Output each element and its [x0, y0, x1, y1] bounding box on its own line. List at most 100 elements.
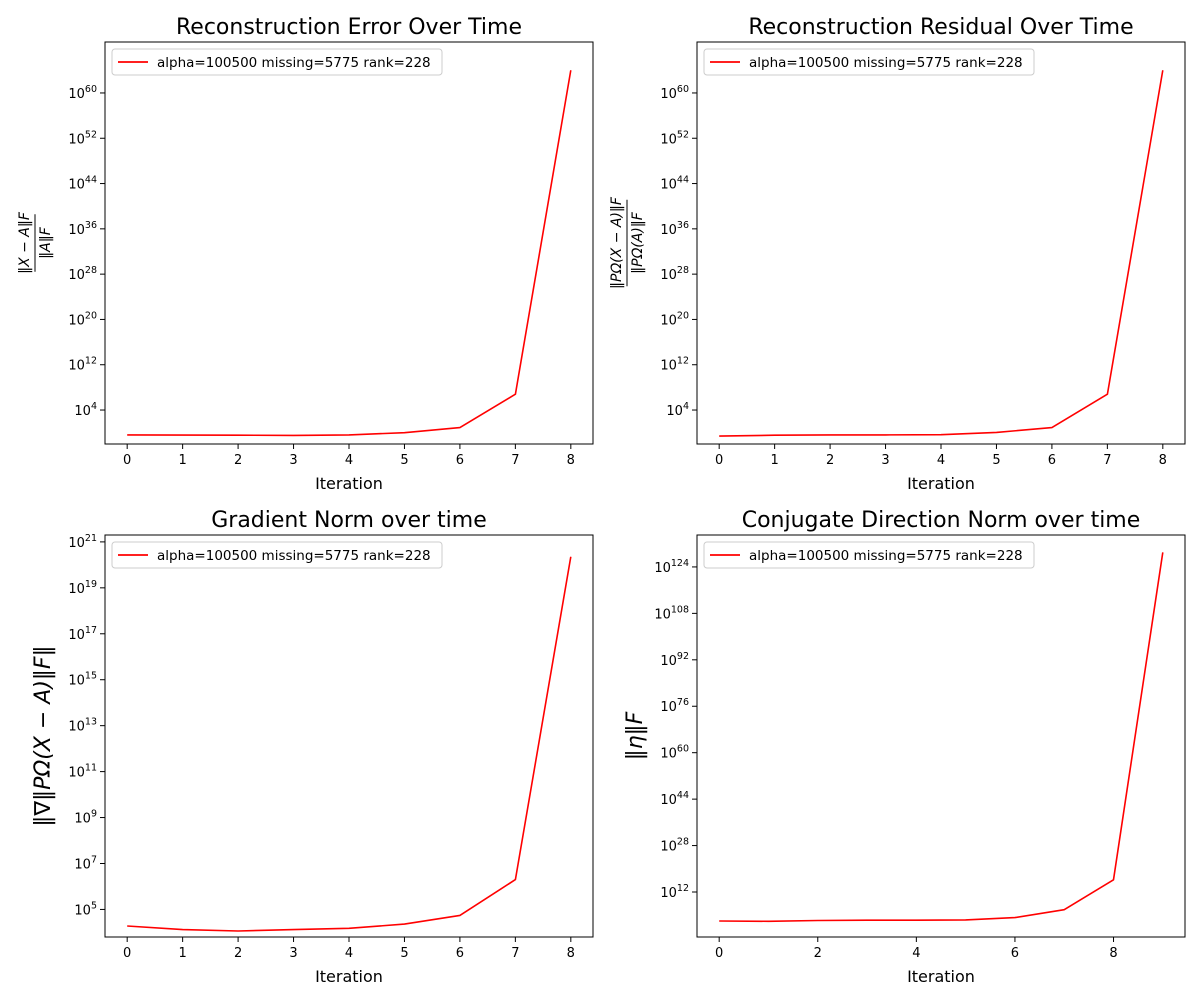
x-axis-label: Iteration [907, 967, 975, 986]
y-tick-label: 1036 [660, 220, 689, 238]
y-tick-label: 1020 [68, 310, 97, 328]
series-line [127, 556, 572, 932]
legend: alpha=100500 missing=5775 rank=228 [703, 48, 1035, 76]
x-tick-label: 3 [289, 453, 297, 468]
x-tick-label: 6 [1048, 453, 1056, 468]
x-tick-label: 0 [715, 453, 723, 468]
x-tick-label: 7 [511, 946, 519, 961]
x-tick-label: 6 [456, 453, 464, 468]
axes-frame [696, 534, 1186, 938]
y-tick-label: 1044 [68, 175, 97, 193]
y-tick-label: 1076 [660, 697, 689, 715]
legend: alpha=100500 missing=5775 rank=228 [111, 541, 443, 569]
chart-reconstruction-error: Reconstruction Error Over Time 0 1 2 3 4 5 6 7 8 1… [17, 15, 594, 493]
legend: alpha=100500 missing=5775 rank=228 [111, 48, 443, 76]
x-tick-label: 4 [345, 453, 353, 468]
axes-frame [104, 41, 594, 445]
x-tick-label: 5 [400, 453, 408, 468]
y-tick-label: 1012 [660, 356, 689, 374]
y-tick-label: 1052 [68, 129, 97, 147]
x-tick-label: 7 [1103, 453, 1111, 468]
legend: alpha=100500 missing=5775 rank=228 [703, 541, 1035, 569]
y-tick-label: 1015 [68, 671, 97, 689]
y-axis-label: ‖X − A‖F ‖A‖F [17, 211, 54, 274]
x-tick-label: 7 [511, 453, 519, 468]
legend-box [703, 48, 1035, 76]
y-tick-label: 107 [74, 854, 97, 872]
y-axis-label-numerator: ‖PΩ(X − A)‖F [609, 196, 625, 289]
x-tick-label: 1 [770, 453, 778, 468]
series-line [719, 552, 1164, 923]
legend-box [111, 541, 443, 569]
x-tick-label: 3 [289, 946, 297, 961]
y-tick-label: 1052 [660, 129, 689, 147]
x-tick-label: 8 [567, 453, 575, 468]
y-tick-label: 105 [74, 900, 97, 918]
x-tick-label: 1 [178, 453, 186, 468]
y-tick-label: 1028 [660, 265, 689, 283]
y-axis-label-denominator: ‖A‖F [38, 226, 54, 259]
y-tick-label: 1011 [68, 763, 97, 781]
x-tick-label: 0 [123, 946, 131, 961]
x-tick-label: 4 [912, 946, 920, 961]
chart-conjugate-direction-norm: Conjugate Direction Norm over time 0 2 4 6 8 1… [623, 508, 1186, 986]
x-tick-label: 8 [1159, 453, 1167, 468]
x-tick-label: 2 [234, 453, 242, 468]
axes-frame [696, 41, 1186, 445]
series-line [719, 70, 1164, 437]
chart-title: Gradient Norm over time [211, 508, 487, 533]
x-tick-label: 8 [567, 946, 575, 961]
y-tick-label: 1044 [660, 790, 689, 808]
y-tick-label: 1092 [660, 651, 689, 669]
x-axis-label: Iteration [315, 967, 383, 986]
y-tick-label: 1060 [660, 84, 689, 102]
y-axis-label-numerator: ‖X − A‖F [17, 211, 33, 274]
legend-label: alpha=100500 missing=5775 rank=228 [157, 548, 431, 564]
chart-title: Reconstruction Error Over Time [176, 15, 522, 40]
legend-label: alpha=100500 missing=5775 rank=228 [749, 55, 1023, 71]
y-tick-label: 1020 [660, 310, 689, 328]
x-tick-label: 2 [826, 453, 834, 468]
y-tick-label: 109 [74, 809, 97, 827]
y-axis-label: ‖η‖F [623, 711, 648, 760]
x-tick-label: 6 [1011, 946, 1019, 961]
chart-title: Conjugate Direction Norm over time [742, 508, 1141, 533]
y-tick-label: 1012 [660, 883, 689, 901]
x-tick-label: 0 [715, 946, 723, 961]
legend-label: alpha=100500 missing=5775 rank=228 [157, 55, 431, 71]
chart-title: Reconstruction Residual Over Time [748, 15, 1133, 40]
x-tick-label: 2 [234, 946, 242, 961]
y-tick-label: 1028 [660, 837, 689, 855]
y-tick-label: 1060 [68, 84, 97, 102]
x-tick-label: 5 [992, 453, 1000, 468]
legend-box [111, 48, 443, 76]
y-tick-label: 104 [74, 401, 97, 419]
x-tick-label: 2 [814, 946, 822, 961]
y-axis-label: ‖∇‖PΩ(X − A)‖F‖ [31, 645, 56, 826]
y-tick-label: 1012 [68, 356, 97, 374]
legend-label: alpha=100500 missing=5775 rank=228 [749, 548, 1023, 564]
x-tick-label: 5 [400, 946, 408, 961]
y-tick-label: 10108 [654, 604, 689, 622]
y-tick-label: 104 [666, 401, 689, 419]
x-axis-label: Iteration [907, 474, 975, 493]
x-tick-label: 6 [456, 946, 464, 961]
x-tick-label: 4 [937, 453, 945, 468]
y-tick-label: 1044 [660, 175, 689, 193]
y-tick-label: 1028 [68, 265, 97, 283]
chart-reconstruction-residual: Reconstruction Residual Over Time 0 1 2 3 4 5 6… [609, 15, 1186, 493]
series-line [127, 70, 572, 437]
x-tick-label: 0 [123, 453, 131, 468]
y-tick-label: 1060 [660, 744, 689, 762]
x-tick-label: 1 [178, 946, 186, 961]
y-tick-label: 1021 [68, 533, 97, 551]
legend-box [703, 541, 1035, 569]
chart-gradient-norm: Gradient Norm over time 0 1 2 3 4 5 6 7 8 105 107 10… [31, 508, 594, 986]
x-tick-label: 4 [345, 946, 353, 961]
y-tick-label: 1019 [68, 579, 97, 597]
y-tick-label: 1017 [68, 625, 97, 643]
axes-frame [104, 534, 594, 938]
y-tick-label: 1036 [68, 220, 97, 238]
x-tick-label: 8 [1109, 946, 1117, 961]
